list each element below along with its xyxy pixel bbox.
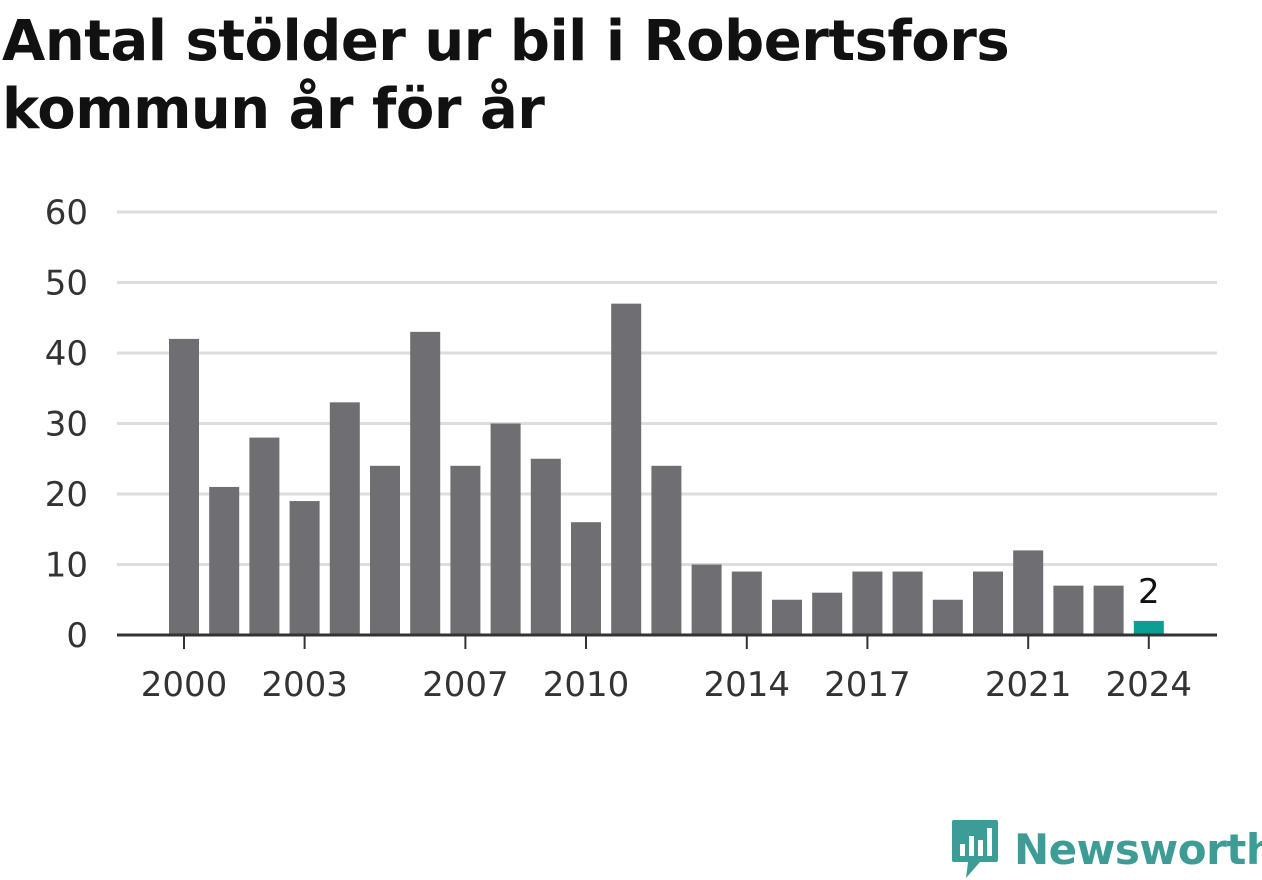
bar-2004 bbox=[329, 402, 360, 635]
y-tick-label: 40 bbox=[45, 334, 88, 374]
y-tick-label: 60 bbox=[45, 193, 88, 233]
bar-2011 bbox=[611, 303, 642, 635]
y-tick-label: 10 bbox=[45, 546, 88, 586]
bar-2005 bbox=[370, 465, 400, 635]
y-axis-ticks: 0 10 20 30 40 50 60 bbox=[45, 193, 88, 656]
bar-2008 bbox=[490, 423, 521, 635]
x-tick-label: 2007 bbox=[422, 665, 509, 705]
bar-2013 bbox=[691, 564, 722, 635]
bar-2023 bbox=[1093, 585, 1124, 635]
brand-name: Newsworthy bbox=[1014, 824, 1262, 874]
bar-2024 bbox=[1133, 620, 1164, 635]
x-axis-ticks: 2000 2003 2007 2010 2014 2017 2021 2024 bbox=[117, 633, 1217, 705]
bar-2012 bbox=[651, 465, 682, 635]
x-tick-label: 2000 bbox=[141, 665, 228, 705]
bar-2021 bbox=[1013, 550, 1044, 635]
bar-2003 bbox=[289, 501, 320, 635]
x-tick-label: 2014 bbox=[704, 665, 791, 705]
x-tick-label: 2024 bbox=[1106, 665, 1193, 705]
newsworthy-logo: Newsworthy bbox=[950, 818, 1262, 880]
bar-2020 bbox=[973, 571, 1003, 635]
bar-2000 bbox=[169, 338, 199, 635]
chart-title: Antal stölder ur bil i Robertsfors kommu… bbox=[2, 9, 1010, 142]
bar-2006 bbox=[410, 331, 441, 635]
bar-2017 bbox=[852, 571, 883, 635]
annotations: 2 bbox=[1138, 572, 1160, 612]
bar-2022 bbox=[1053, 585, 1084, 635]
y-tick-label: 20 bbox=[45, 475, 88, 515]
newsworthy-logo-icon bbox=[952, 820, 998, 878]
bar-2010 bbox=[571, 522, 601, 635]
bar-2002 bbox=[249, 437, 280, 635]
x-tick-label: 2003 bbox=[261, 665, 348, 705]
bar-2016 bbox=[812, 592, 843, 635]
bars bbox=[169, 303, 1164, 635]
y-tick-label: 0 bbox=[66, 616, 88, 656]
y-tick-label: 50 bbox=[45, 264, 88, 304]
x-tick-label: 2021 bbox=[985, 665, 1072, 705]
y-tick-label: 30 bbox=[45, 405, 88, 445]
bar-2019 bbox=[932, 599, 963, 635]
data-label-2024: 2 bbox=[1138, 572, 1160, 612]
x-tick-label: 2017 bbox=[824, 665, 911, 705]
bar-2007 bbox=[450, 465, 481, 635]
x-tick-label: 2010 bbox=[543, 665, 630, 705]
bar-2014 bbox=[731, 571, 762, 635]
bar-2001 bbox=[209, 486, 240, 635]
bar-2009 bbox=[530, 458, 561, 635]
bar-2018 bbox=[892, 571, 923, 635]
bar-2015 bbox=[772, 599, 802, 635]
